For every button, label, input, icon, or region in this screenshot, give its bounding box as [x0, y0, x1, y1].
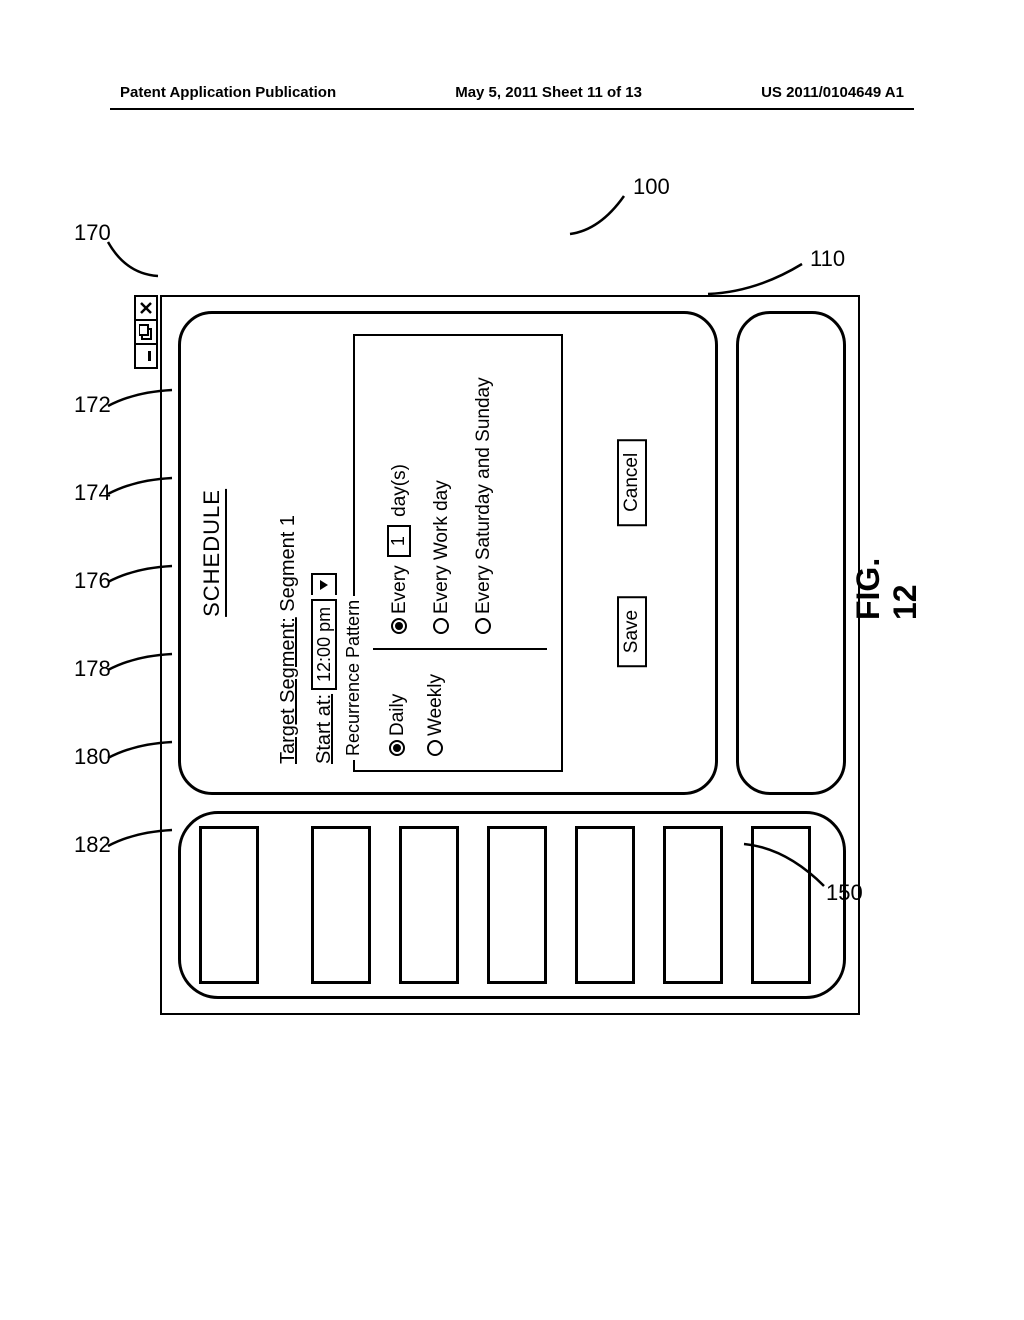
minimize-button[interactable]: [134, 343, 158, 369]
target-segment-row: Target Segment: Segment 1: [277, 515, 300, 764]
start-label: Start at:: [313, 694, 336, 764]
callout-180: 180: [74, 744, 111, 770]
left-panel-row[interactable]: [575, 826, 635, 984]
radio-icon: [389, 740, 405, 756]
header-center: May 5, 2011 Sheet 11 of 13: [455, 84, 642, 108]
radio-icon: [433, 618, 449, 634]
close-button[interactable]: [134, 295, 158, 321]
start-time-dropdown[interactable]: [311, 573, 337, 595]
header-right: US 2011/0104649 A1: [761, 84, 904, 108]
bottom-panel: [736, 311, 846, 795]
recurrence-fieldset: Recurrence Pattern Daily Weekly Every 1: [353, 334, 563, 772]
callout-110: 110: [810, 246, 845, 272]
left-panel-row[interactable]: [399, 826, 459, 984]
titlebar: [134, 295, 160, 367]
page-header: Patent Application Publication May 5, 20…: [0, 84, 1024, 108]
pattern-workday-option[interactable]: Every Work day: [421, 346, 463, 634]
schedule-title: SCHEDULE: [199, 489, 225, 617]
left-panel-row[interactable]: [663, 826, 723, 984]
minimize-icon: [139, 349, 153, 363]
left-panel-header: [199, 826, 259, 984]
figure-area: SCHEDULE Target Segment: Segment 1 Start…: [110, 180, 910, 1130]
leader-170: [104, 238, 164, 282]
start-time-row: Start at: 12:00 pm: [311, 573, 337, 764]
leader-182: [104, 816, 178, 850]
freq-daily-option[interactable]: Daily: [379, 674, 417, 756]
app-window: SCHEDULE Target Segment: Segment 1 Start…: [160, 295, 860, 1015]
maximize-icon: [139, 324, 153, 340]
left-panel-row[interactable]: [487, 826, 547, 984]
radio-icon: [475, 618, 491, 634]
pattern-every-n-option[interactable]: Every 1 day(s): [379, 346, 421, 634]
frequency-group: Daily Weekly: [379, 674, 455, 756]
fieldset-divider: [373, 648, 547, 650]
freq-weekly-option[interactable]: Weekly: [417, 674, 455, 756]
main-panel: SCHEDULE Target Segment: Segment 1 Start…: [178, 311, 718, 795]
callout-182: 182: [74, 832, 111, 858]
header-rule: [110, 108, 914, 110]
rotated-wrapper: SCHEDULE Target Segment: Segment 1 Start…: [160, 295, 860, 1015]
callout-170: 170: [74, 220, 111, 246]
radio-icon: [427, 740, 443, 756]
every-n-input[interactable]: 1: [387, 525, 411, 557]
callout-176: 176: [74, 568, 111, 594]
recurrence-legend: Recurrence Pattern: [343, 596, 364, 760]
leader-172: [104, 376, 178, 410]
leader-174: [104, 464, 178, 498]
close-icon: [139, 301, 153, 315]
leader-150: [744, 840, 834, 900]
cancel-button[interactable]: Cancel: [617, 439, 647, 526]
patent-figure-page: Patent Application Publication May 5, 20…: [0, 0, 1024, 1320]
pattern-weekend-option[interactable]: Every Saturday and Sunday: [463, 346, 505, 634]
leader-178: [104, 640, 178, 674]
leader-176: [104, 552, 178, 586]
leader-110: [708, 260, 818, 310]
start-time-field[interactable]: 12:00 pm: [311, 599, 337, 690]
callout-172: 172: [74, 392, 111, 418]
callout-150: 150: [826, 880, 863, 906]
maximize-button[interactable]: [134, 319, 158, 345]
figure-label: FIG. 12: [850, 558, 924, 620]
chevron-down-icon: [319, 579, 329, 591]
target-label: Target Segment:: [277, 617, 299, 764]
leader-180: [104, 728, 178, 762]
callout-100: 100: [633, 174, 670, 200]
save-button[interactable]: Save: [617, 596, 647, 667]
callout-178: 178: [74, 656, 111, 682]
header-left: Patent Application Publication: [120, 84, 336, 108]
pattern-group: Every 1 day(s) Every Work day Every Satu…: [379, 346, 504, 634]
button-row: Save Cancel: [617, 439, 647, 667]
callout-174: 174: [74, 480, 111, 506]
left-panel-row[interactable]: [311, 826, 371, 984]
target-value: Segment 1: [277, 515, 299, 612]
radio-icon: [391, 618, 407, 634]
